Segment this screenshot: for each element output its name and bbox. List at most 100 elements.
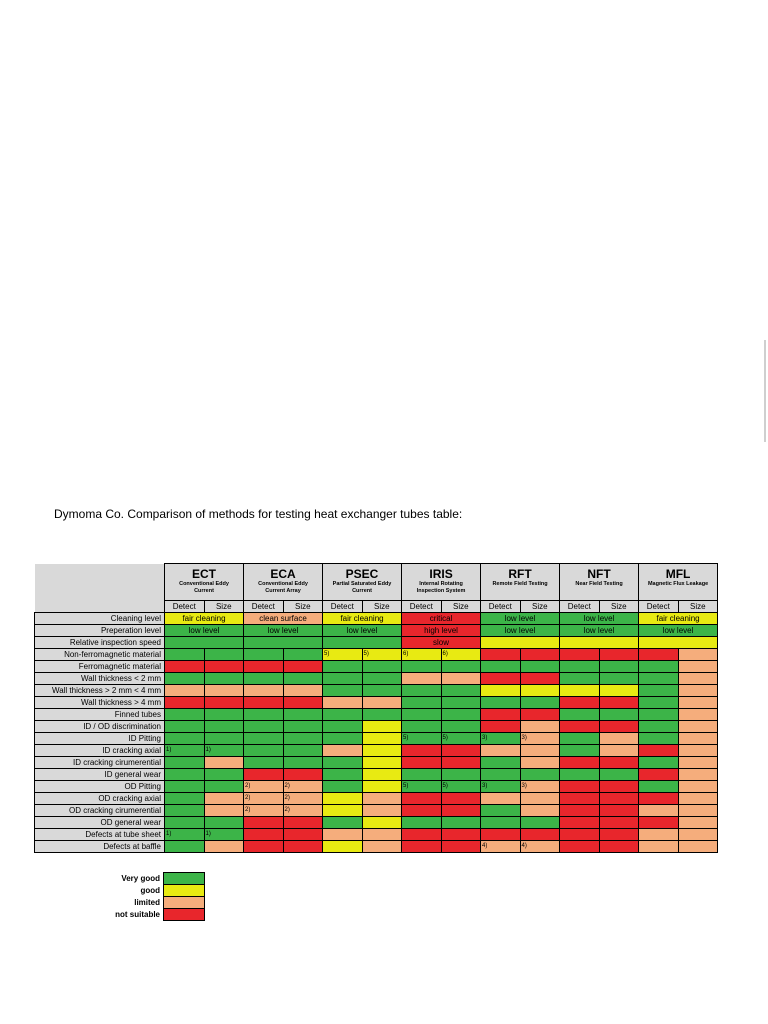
rating-cell <box>559 744 600 757</box>
rating-cell <box>282 732 324 745</box>
rating-cell <box>440 804 482 817</box>
rating-cell <box>203 720 245 733</box>
rating-cell <box>677 768 719 781</box>
rating-cell: 6) <box>401 648 442 661</box>
rating-cell <box>361 828 403 841</box>
rating-cell: 2) <box>243 780 284 793</box>
rating-cell <box>322 708 363 721</box>
rating-row: OD Pitting 2) 2) 5) 5) 3) 3) <box>34 780 719 793</box>
rating-cell <box>598 696 640 709</box>
rating-cell <box>677 756 719 769</box>
rating-cell <box>322 792 363 805</box>
header-blank <box>34 563 165 601</box>
rating-cell <box>401 684 442 697</box>
rating-cell <box>559 804 600 817</box>
rating-cell <box>243 732 284 745</box>
size-header: Size <box>361 600 403 613</box>
rating-cell <box>322 660 363 673</box>
detect-header: Detect <box>638 600 679 613</box>
rating-cell <box>322 720 363 733</box>
rating-cell <box>401 720 442 733</box>
rating-cell <box>559 708 600 721</box>
criteria-cell: low level <box>559 612 640 625</box>
rating-row: Wall thickness > 4 mm <box>34 696 719 709</box>
rating-cell <box>559 684 600 697</box>
rating-cell <box>519 684 561 697</box>
criteria-cell: high level <box>401 624 482 637</box>
rating-cell <box>519 696 561 709</box>
rating-cell <box>677 792 719 805</box>
rating-cell <box>361 756 403 769</box>
rating-cell: 4) <box>519 840 561 853</box>
size-header: Size <box>598 600 640 613</box>
rating-cell <box>559 780 600 793</box>
rating-cell <box>638 816 679 829</box>
criteria-cell: low level <box>480 624 561 637</box>
rating-cell <box>598 732 640 745</box>
rating-cell <box>361 696 403 709</box>
rating-row: ID general wear <box>34 768 719 781</box>
criteria-cell: clean surface <box>243 612 324 625</box>
rating-cell <box>243 672 284 685</box>
rating-cell <box>282 720 324 733</box>
rating-cell <box>401 756 442 769</box>
rating-row: Finned tubes <box>34 708 719 721</box>
criteria-cell: fair cleaning <box>322 612 403 625</box>
rating-cell <box>203 660 245 673</box>
rating-cell <box>598 828 640 841</box>
rating-row: ID / OD discrimination <box>34 720 719 733</box>
method-header-nft: NFT Near Field Testing <box>559 563 640 601</box>
rating-cell <box>440 708 482 721</box>
size-header: Size <box>203 600 245 613</box>
rating-cell <box>519 768 561 781</box>
rating-cell <box>598 804 640 817</box>
rating-cell <box>401 792 442 805</box>
rating-cell <box>361 660 403 673</box>
rating-cell: 5) <box>440 780 482 793</box>
rating-cell: 2) <box>282 804 324 817</box>
rating-cell <box>164 780 205 793</box>
rating-cell <box>559 696 600 709</box>
rating-cell <box>401 840 442 853</box>
rating-cell <box>164 732 205 745</box>
method-abbr: IRIS <box>429 567 453 581</box>
criteria-row: Relative inspection speed slow <box>34 636 719 649</box>
rating-cell <box>559 792 600 805</box>
rating-cell: 2) <box>282 780 324 793</box>
rating-cell <box>677 744 719 757</box>
rating-cell <box>559 720 600 733</box>
rating-cell: 5) <box>401 732 442 745</box>
rating-cell <box>243 720 284 733</box>
rating-row: ID Pitting 5) 5) 3) 3) <box>34 732 719 745</box>
rating-cell <box>519 660 561 673</box>
rating-cell <box>361 708 403 721</box>
rating-row: Defects at tube sheet 1) 1) <box>34 828 719 841</box>
rating-cell <box>243 660 284 673</box>
rating-cell <box>243 756 284 769</box>
legend: Very good good limited not suitable <box>96 872 205 921</box>
rating-cell <box>480 768 521 781</box>
rating-row: OD cracking cirumerential 2) 2) <box>34 804 719 817</box>
rating-row: ID cracking cirumerential <box>34 756 719 769</box>
row-label: Finned tubes <box>34 708 165 721</box>
rating-cell <box>282 660 324 673</box>
legend-label: not suitable <box>115 910 160 919</box>
rating-cell <box>519 744 561 757</box>
rating-cell <box>559 660 600 673</box>
size-header: Size <box>440 600 482 613</box>
rating-cell <box>598 780 640 793</box>
method-header-eca: ECA Conventional Eddy Current Array <box>243 563 324 601</box>
rating-cell <box>164 720 205 733</box>
rating-cell <box>282 768 324 781</box>
detect-header: Detect <box>480 600 521 613</box>
rating-cell <box>361 816 403 829</box>
rating-cell <box>440 768 482 781</box>
rating-cell <box>401 672 442 685</box>
rating-cell <box>638 660 679 673</box>
rating-cell: 4) <box>480 840 521 853</box>
method-full-name: Partial Saturated Eddy Current <box>332 581 392 594</box>
row-label: OD general wear <box>34 816 165 829</box>
rating-cell <box>401 744 442 757</box>
rating-cell <box>203 768 245 781</box>
method-full-name: Internal Rotating Inspection System <box>416 581 466 594</box>
